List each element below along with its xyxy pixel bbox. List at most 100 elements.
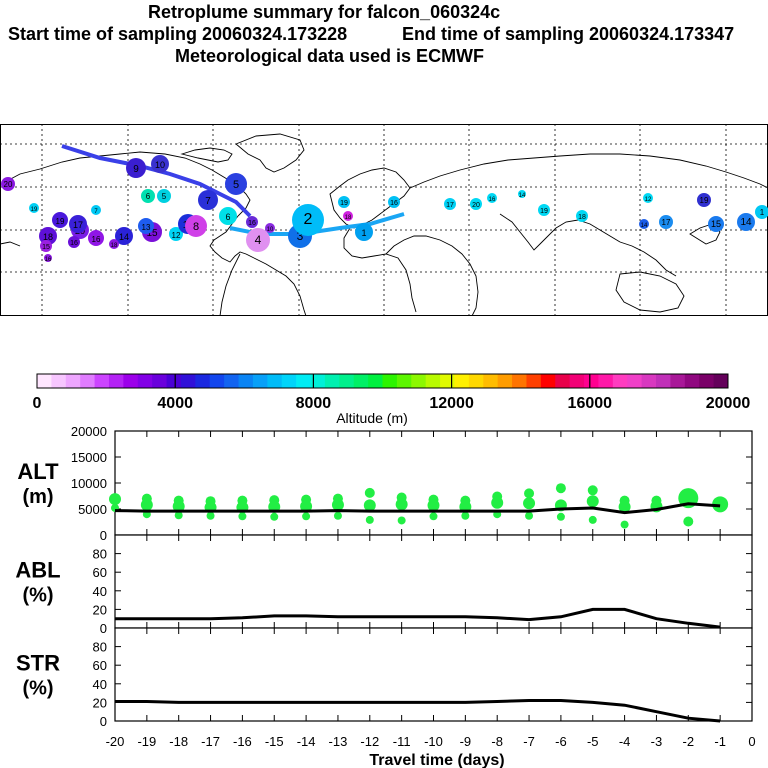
colorbar-cell — [166, 374, 182, 388]
y-tick-label: 60 — [93, 565, 107, 580]
y-tick-label: 20 — [93, 602, 107, 617]
x-tick-label: -1 — [714, 734, 726, 749]
colorbar-cell — [555, 374, 571, 388]
trajectory-map: 2019181716151413121110987654321201976519… — [0, 124, 768, 316]
map-marker-label: 18 — [111, 243, 118, 249]
map-marker-small: 19 — [29, 203, 39, 213]
map-marker-small: 18 — [343, 211, 353, 221]
colorbar-tick-label: 16000 — [568, 395, 613, 412]
map-marker-label: 3 — [297, 229, 304, 243]
colorbar-cell — [238, 374, 254, 388]
colorbar-cell — [224, 374, 240, 388]
map-marker-small: 16 — [246, 216, 258, 228]
colorbar-cell — [209, 374, 225, 388]
map-marker-dot — [151, 155, 169, 173]
map-marker-label: 7 — [205, 196, 211, 207]
colorbar-cell — [713, 374, 729, 388]
map-marker-dot — [115, 227, 133, 245]
panel-ylabel-unit: (%) — [22, 678, 53, 700]
map-marker-dot — [1, 177, 15, 191]
map-marker-label: 19 — [540, 208, 548, 215]
colorbar-cell — [598, 374, 614, 388]
map-marker-label: 16 — [70, 240, 78, 247]
map-marker-dot — [138, 218, 154, 234]
y-tick-label: 80 — [93, 547, 107, 562]
altitude-point — [618, 500, 631, 513]
map-marker-label: 10 — [267, 227, 274, 233]
map-marker-small: 15 — [40, 240, 52, 252]
altitude-point — [302, 512, 311, 521]
map-marker-label: 1 — [760, 208, 765, 217]
x-tick-label: -15 — [265, 734, 284, 749]
map-marker-small: 18 — [576, 210, 588, 222]
map-marker-small: 19 — [697, 193, 711, 207]
panel-ylabel-unit: (%) — [22, 585, 53, 607]
x-tick-label: -2 — [683, 734, 695, 749]
map-marker: 19 — [52, 212, 68, 228]
y-tick-label: 40 — [93, 584, 107, 599]
map-marker: 13 — [138, 218, 154, 234]
map-marker-label: 5 — [162, 192, 167, 201]
map-marker-small: 17 — [444, 198, 456, 210]
map-marker-dot — [338, 196, 350, 208]
colorbar-cell — [65, 374, 81, 388]
map-marker-label: 19 — [56, 217, 65, 226]
x-tick-label: -19 — [137, 734, 156, 749]
colorbar-cell — [699, 374, 715, 388]
y-tick-label: 0 — [100, 714, 107, 729]
str-line — [115, 699, 721, 723]
altitude-point — [109, 493, 121, 506]
map-marker-label: 16 — [248, 220, 256, 227]
colorbar-cell — [483, 374, 499, 388]
colorbar-cell — [51, 374, 67, 388]
colorbar-cell — [137, 374, 153, 388]
abl-line — [115, 607, 721, 629]
map-marker-small: 14 — [639, 219, 649, 229]
altitude-point — [461, 511, 470, 520]
map-marker-dot — [69, 215, 87, 233]
colorbar-tick-label: 0 — [33, 395, 42, 412]
y-tick-label: 0 — [100, 528, 107, 543]
map-marker-dot — [388, 196, 400, 208]
map-marker-small: 12 — [643, 193, 653, 203]
colorbar-cell — [267, 374, 283, 388]
panel-alt: 0 5000 10000 15000 20000 ALT(m) — [17, 424, 753, 543]
map-marker-label: 15 — [146, 228, 158, 239]
y-tick-label: 5000 — [78, 502, 107, 517]
altitude-point — [555, 483, 566, 494]
map-marker-dot — [659, 215, 673, 229]
map-marker-dot — [141, 189, 155, 203]
altitude-point — [140, 498, 153, 511]
y-tick-label: 80 — [93, 640, 107, 655]
map-marker-small: 18 — [109, 239, 119, 249]
map-marker-dot — [219, 207, 237, 225]
map-marker-dot — [91, 205, 101, 215]
map-marker-label: 16 — [92, 235, 101, 244]
colorbar-cell — [108, 374, 124, 388]
colorbar-cell — [468, 374, 484, 388]
panel-ylabel: STR — [16, 651, 60, 676]
map-marker-dot — [639, 219, 649, 229]
map-marker-dot — [576, 210, 588, 222]
colorbar-cell — [152, 374, 168, 388]
x-tick-label: -10 — [424, 734, 443, 749]
colorbar-cell — [353, 374, 369, 388]
colorbar-cell — [684, 374, 700, 388]
colorbar-cell — [656, 374, 671, 388]
map-marker-small: 10 — [265, 223, 275, 233]
x-tick-label: -17 — [201, 734, 220, 749]
colorbar-tick-label: 8000 — [296, 395, 332, 412]
map-marker-label: 16 — [390, 200, 398, 207]
altitude-point — [491, 496, 504, 509]
map-marker-label: 20 — [4, 180, 13, 189]
map-marker-label: 18 — [345, 215, 352, 221]
map-marker-label: 14 — [740, 217, 752, 228]
altitude-point — [429, 512, 438, 521]
map-marker: 16 — [88, 230, 104, 246]
map-marker-small: 6 — [141, 189, 155, 203]
altitude-point — [556, 512, 565, 521]
colorbar-cell — [382, 374, 398, 388]
colorbar-label: Altitude (m) — [336, 410, 408, 426]
map-marker-dot — [470, 198, 482, 210]
map-marker-small: 20 — [1, 177, 15, 191]
